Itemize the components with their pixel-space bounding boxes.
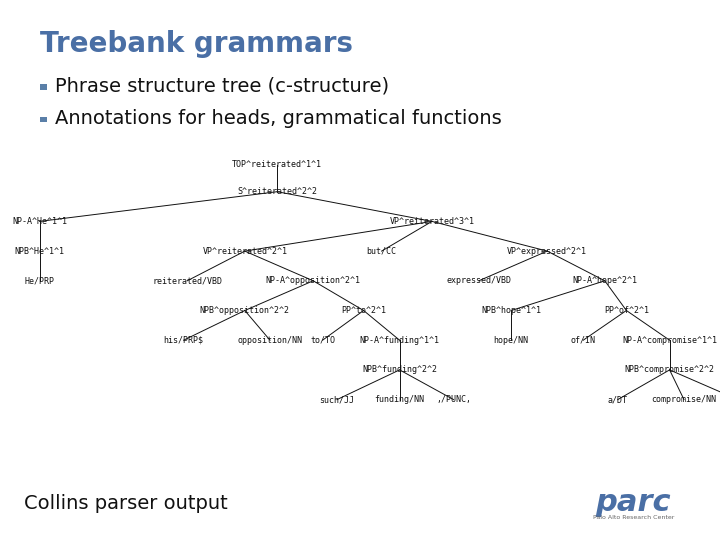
Text: such/JJ: such/JJ — [320, 395, 354, 404]
Text: parc: parc — [595, 488, 672, 517]
Text: hope/NN: hope/NN — [494, 336, 528, 345]
Text: NP-A^He^1^1: NP-A^He^1^1 — [12, 217, 67, 226]
Text: PP^to^2^1: PP^to^2^1 — [341, 306, 386, 315]
Text: to/TO: to/TO — [310, 336, 335, 345]
Bar — [40, 84, 47, 90]
Text: his/PRP$: his/PRP$ — [163, 336, 204, 345]
Text: VP^reiterated^2^1: VP^reiterated^2^1 — [202, 247, 287, 255]
Text: NPB^funding^2^2: NPB^funding^2^2 — [362, 366, 437, 374]
Text: NP-A^hope^2^1: NP-A^hope^2^1 — [572, 276, 637, 285]
Text: compromise/NN: compromise/NN — [652, 395, 716, 404]
Text: but/CC: but/CC — [366, 247, 397, 255]
Text: NP-A^compromise^1^1: NP-A^compromise^1^1 — [622, 336, 717, 345]
Text: Treebank grammars: Treebank grammars — [40, 30, 353, 58]
Text: He/PRP: He/PRP — [24, 276, 55, 285]
Text: VP^reiterated^3^1: VP^reiterated^3^1 — [390, 217, 474, 226]
Text: Palo Alto Research Center: Palo Alto Research Center — [593, 515, 675, 520]
Text: Annotations for heads, grammatical functions: Annotations for heads, grammatical funct… — [55, 109, 502, 128]
Text: reiterated/VBD: reiterated/VBD — [152, 276, 222, 285]
Bar — [40, 117, 47, 122]
Text: expressed/VBD: expressed/VBD — [446, 276, 511, 285]
Text: opposition/NN: opposition/NN — [238, 336, 302, 345]
Text: a/DT: a/DT — [608, 395, 628, 404]
Text: ,/PUNC,: ,/PUNC, — [436, 395, 471, 404]
Text: PP^of^2^1: PP^of^2^1 — [604, 306, 649, 315]
Text: NPB^He^1^1: NPB^He^1^1 — [14, 247, 65, 255]
Text: NPB^opposition^2^2: NPB^opposition^2^2 — [200, 306, 289, 315]
Text: funding/NN: funding/NN — [374, 395, 425, 404]
Text: NP-A^funding^1^1: NP-A^funding^1^1 — [359, 336, 440, 345]
Text: NPB^hope^1^1: NPB^hope^1^1 — [481, 306, 541, 315]
Text: Collins parser output: Collins parser output — [24, 494, 228, 513]
Text: of/IN: of/IN — [571, 336, 595, 345]
Text: NP-A^opposition^2^1: NP-A^opposition^2^1 — [266, 276, 361, 285]
Text: S^reiterated^2^2: S^reiterated^2^2 — [237, 187, 318, 196]
Text: NPB^compromise^2^2: NPB^compromise^2^2 — [625, 366, 714, 374]
Text: VP^expressed^2^1: VP^expressed^2^1 — [507, 247, 588, 255]
Text: TOP^reiterated^1^1: TOP^reiterated^1^1 — [232, 160, 323, 169]
Text: Phrase structure tree (c-structure): Phrase structure tree (c-structure) — [55, 76, 390, 96]
